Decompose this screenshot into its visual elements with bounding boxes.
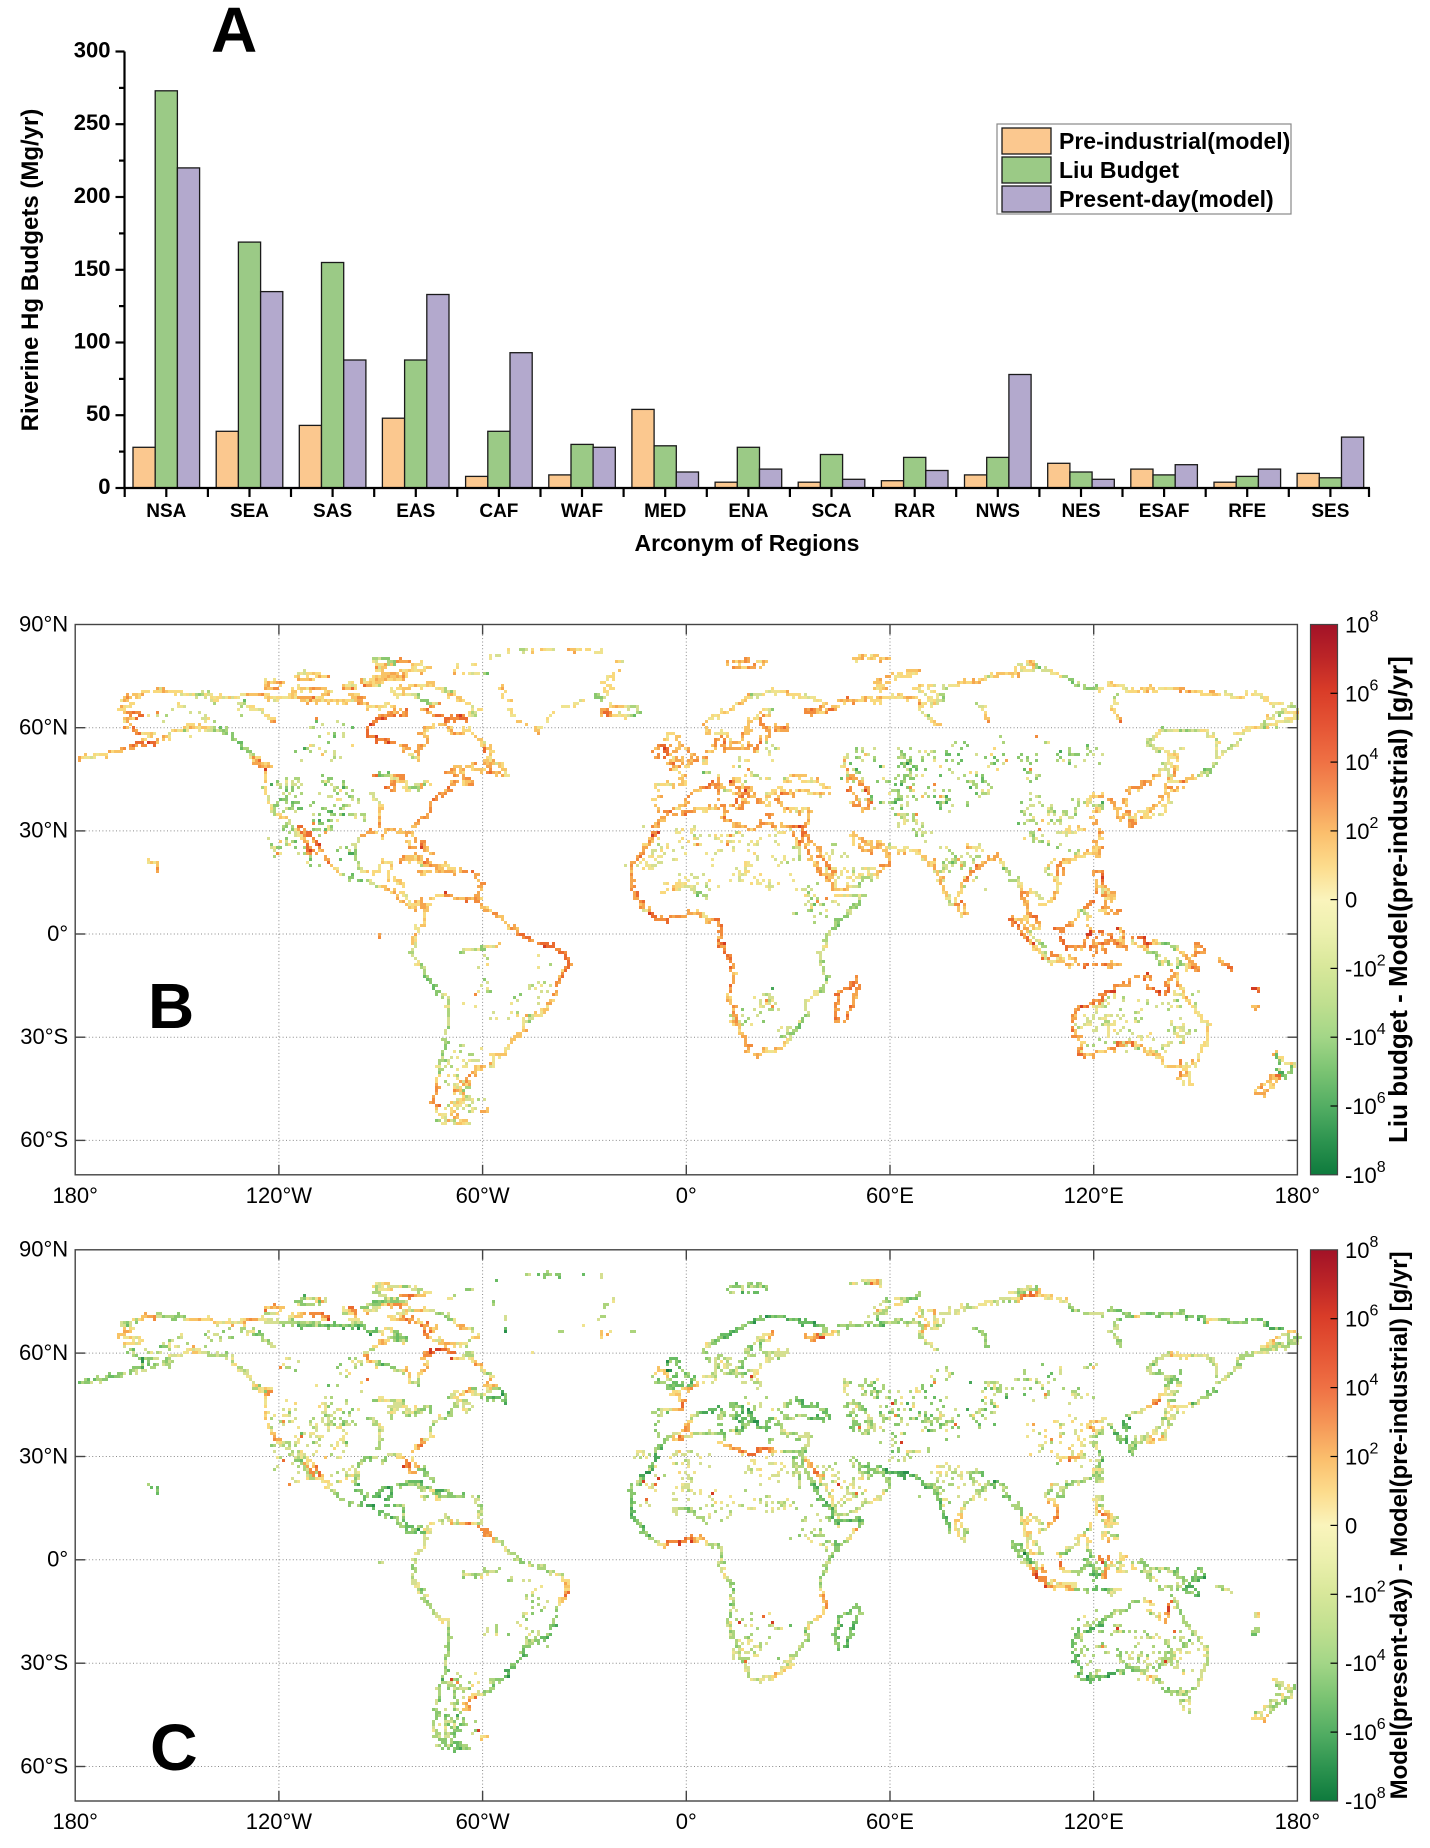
- svg-text:EAS: EAS: [396, 501, 435, 522]
- svg-text:60°S: 60°S: [20, 1753, 68, 1778]
- svg-text:180°: 180°: [52, 1809, 98, 1834]
- svg-text:RFE: RFE: [1228, 501, 1266, 522]
- svg-text:108: 108: [1345, 609, 1378, 638]
- svg-text:150: 150: [74, 256, 111, 281]
- svg-text:50: 50: [86, 401, 110, 426]
- svg-text:0: 0: [1345, 1513, 1357, 1538]
- svg-text:100: 100: [74, 329, 111, 354]
- svg-text:30°S: 30°S: [20, 1024, 68, 1049]
- svg-text:60°W: 60°W: [456, 1809, 510, 1834]
- svg-text:60°S: 60°S: [20, 1127, 68, 1152]
- svg-text:Liu Budget: Liu Budget: [1059, 157, 1179, 183]
- svg-text:60°N: 60°N: [19, 715, 68, 740]
- svg-text:0: 0: [1345, 888, 1357, 913]
- svg-text:C: C: [150, 1710, 198, 1784]
- svg-text:NSA: NSA: [146, 501, 186, 522]
- svg-text:MED: MED: [644, 501, 686, 522]
- svg-text:Present-day(model): Present-day(model): [1059, 186, 1274, 212]
- svg-text:ENA: ENA: [728, 501, 768, 522]
- svg-text:0: 0: [98, 474, 110, 499]
- svg-text:NES: NES: [1061, 501, 1100, 522]
- svg-text:0°: 0°: [47, 1547, 68, 1572]
- svg-text:SEA: SEA: [230, 501, 269, 522]
- svg-text:A: A: [211, 0, 257, 66]
- svg-text:Arconym of Regions: Arconym of Regions: [635, 530, 860, 556]
- svg-text:30°S: 30°S: [20, 1650, 68, 1675]
- svg-text:180°: 180°: [1275, 1183, 1321, 1208]
- svg-text:120°E: 120°E: [1064, 1809, 1124, 1834]
- svg-text:RAR: RAR: [894, 501, 935, 522]
- svg-text:180°: 180°: [1275, 1809, 1321, 1834]
- svg-text:120°W: 120°W: [246, 1183, 313, 1208]
- svg-text:SAS: SAS: [313, 501, 352, 522]
- svg-text:30°N: 30°N: [19, 818, 68, 843]
- svg-text:SCA: SCA: [811, 501, 851, 522]
- svg-text:SES: SES: [1311, 501, 1349, 522]
- svg-text:WAF: WAF: [561, 501, 603, 522]
- svg-text:120°E: 120°E: [1064, 1183, 1124, 1208]
- svg-text:Riverine Hg Budgets (Mg/yr): Riverine Hg Budgets (Mg/yr): [17, 109, 44, 432]
- svg-text:200: 200: [74, 183, 111, 208]
- svg-text:60°E: 60°E: [866, 1809, 914, 1834]
- svg-text:60°N: 60°N: [19, 1340, 68, 1365]
- svg-text:Pre-industrial(model): Pre-industrial(model): [1059, 128, 1290, 154]
- svg-text:0°: 0°: [676, 1183, 697, 1208]
- svg-text:CAF: CAF: [479, 501, 518, 522]
- svg-text:30°N: 30°N: [19, 1443, 68, 1468]
- svg-text:0°: 0°: [676, 1809, 697, 1834]
- svg-text:B: B: [148, 970, 194, 1042]
- svg-text:90°N: 90°N: [19, 611, 68, 636]
- svg-text:60°E: 60°E: [866, 1183, 914, 1208]
- svg-text:0°: 0°: [47, 921, 68, 946]
- svg-text:120°W: 120°W: [246, 1809, 313, 1834]
- svg-text:60°W: 60°W: [456, 1183, 510, 1208]
- svg-text:300: 300: [74, 38, 111, 63]
- svg-text:180°: 180°: [52, 1183, 98, 1208]
- svg-text:Liu budget - Model(pre-industr: Liu budget - Model(pre-industrial) [g/yr…: [1383, 656, 1413, 1143]
- svg-text:Model(present-day) - Model(pre: Model(present-day) - Model(pre-industria…: [1386, 1251, 1413, 1799]
- svg-text:NWS: NWS: [976, 501, 1020, 522]
- svg-text:-106: -106: [1345, 1716, 1386, 1745]
- svg-text:90°N: 90°N: [19, 1237, 68, 1262]
- svg-text:250: 250: [74, 110, 111, 135]
- svg-text:ESAF: ESAF: [1139, 501, 1190, 522]
